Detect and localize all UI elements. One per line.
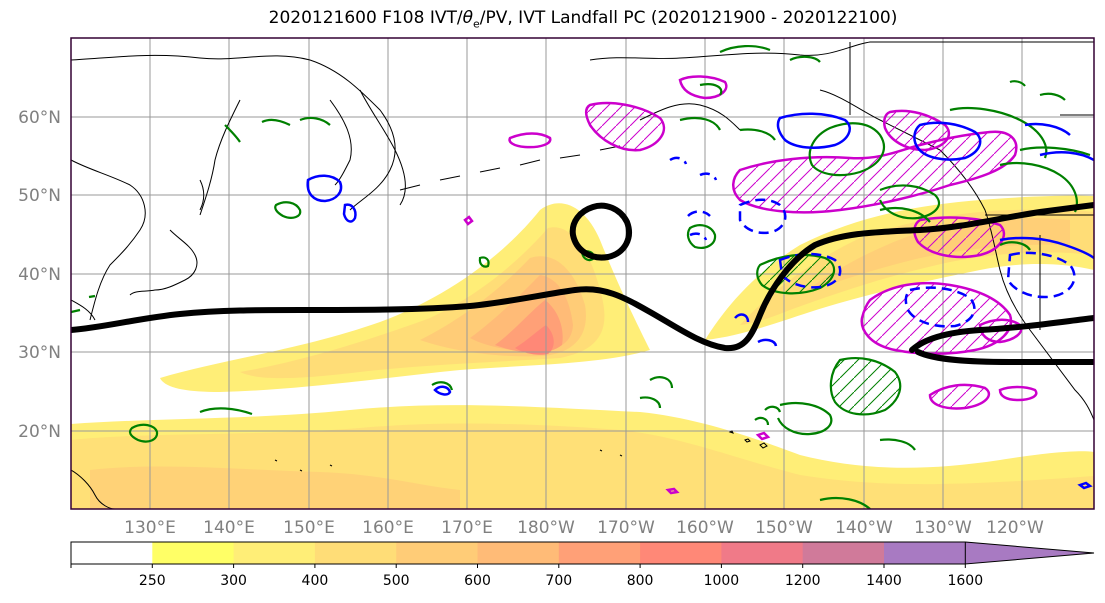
lat-label: 50°N <box>18 186 61 206</box>
longitude-labels: 130°E 140°E 150°E 160°E 170°E 180°W 170°… <box>124 518 1044 538</box>
landfall-pc-lines <box>71 202 1094 366</box>
colorbar-segment <box>884 542 966 564</box>
lon-label: 140°E <box>203 518 255 538</box>
colorbar-frame <box>70 541 966 565</box>
colorbar-segment <box>314 542 397 564</box>
lon-label: 170°W <box>597 518 655 538</box>
lon-label: 130°E <box>124 518 176 538</box>
colorbar-segment <box>233 542 316 564</box>
graticule <box>71 38 1094 509</box>
colorbar-segment <box>71 542 153 564</box>
colorbar-tick-label: 1400 <box>866 573 902 589</box>
colorbar-tick-label: 700 <box>545 573 572 589</box>
colorbar-segment <box>640 542 722 564</box>
colorbar: 250 300 400 500 600 700 800 1000 1200 1400 1600 <box>70 541 1095 589</box>
colorbar-segment <box>477 542 560 564</box>
colorbar-tick-label: 1600 <box>947 573 983 589</box>
lon-label: 160°W <box>676 518 734 538</box>
colorbar-tick-label: 1000 <box>704 573 740 589</box>
colorbar-segment <box>802 542 885 564</box>
latitude-labels: 60°N 50°N 40°N 30°N 20°N <box>18 108 61 442</box>
lon-label: 170°E <box>441 518 493 538</box>
lon-label: 150°E <box>283 518 335 538</box>
coastlines <box>71 41 1094 509</box>
lon-label: 160°E <box>362 518 414 538</box>
colorbar-tick-label: 800 <box>627 573 654 589</box>
colorbar-segment <box>558 542 641 564</box>
colorbar-tick-label: 300 <box>220 573 247 589</box>
lat-label: 30°N <box>18 343 61 363</box>
lat-label: 60°N <box>18 108 61 128</box>
lon-label: 140°W <box>835 518 893 538</box>
lon-label: 130°W <box>914 518 972 538</box>
colorbar-segment <box>152 542 235 564</box>
lon-label: 180°W <box>517 518 575 538</box>
colorbar-tick-label: 600 <box>464 573 491 589</box>
ivt-pc-contours <box>463 75 1038 495</box>
colorbar-tick-label: 250 <box>139 573 166 589</box>
colorbar-extend-arrow <box>964 541 1095 565</box>
colorbar-tick-label: 1200 <box>785 573 821 589</box>
colorbar-segment <box>396 542 478 564</box>
map-frame <box>70 37 1095 510</box>
colorbar-tick-label: 500 <box>383 573 410 589</box>
lat-label: 40°N <box>18 265 61 285</box>
theta-e-contours <box>306 112 1094 490</box>
lon-label: 120°W <box>986 518 1044 538</box>
lon-label: 150°W <box>755 518 813 538</box>
colorbar-segment <box>721 542 804 564</box>
map-content <box>71 38 1094 509</box>
plot-title: 2020121600 F108 IVT/θe/PV, IVT Landfall … <box>268 8 898 31</box>
lat-label: 20°N <box>18 422 61 442</box>
ivt-shading <box>71 195 1094 509</box>
colorbar-tick-label: 400 <box>302 573 329 589</box>
